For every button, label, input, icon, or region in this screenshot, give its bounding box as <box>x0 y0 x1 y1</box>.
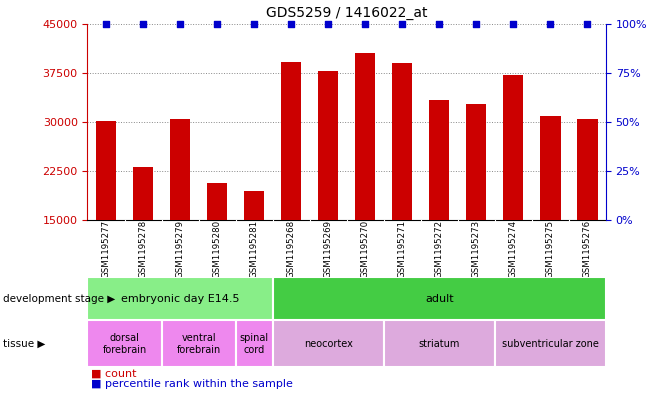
Point <box>212 20 222 27</box>
Point <box>508 20 518 27</box>
Bar <box>503 75 524 220</box>
Bar <box>281 62 301 220</box>
Bar <box>87 320 161 367</box>
Text: GSM1195273: GSM1195273 <box>472 220 481 277</box>
Text: subventricular zone: subventricular zone <box>502 339 599 349</box>
Text: striatum: striatum <box>419 339 460 349</box>
Bar <box>236 320 273 367</box>
Point <box>360 20 371 27</box>
Bar <box>87 277 273 320</box>
Text: GSM1195277: GSM1195277 <box>102 220 111 277</box>
Bar <box>540 116 561 220</box>
Point <box>175 20 185 27</box>
Bar <box>96 121 116 220</box>
Text: adult: adult <box>425 294 454 304</box>
Bar <box>273 277 606 320</box>
Point <box>545 20 555 27</box>
Point <box>101 20 111 27</box>
Bar <box>429 100 450 220</box>
Text: neocortex: neocortex <box>304 339 353 349</box>
Bar <box>495 320 606 367</box>
Point <box>286 20 296 27</box>
Text: GSM1195274: GSM1195274 <box>509 220 518 277</box>
Bar <box>577 119 597 220</box>
Text: GSM1195276: GSM1195276 <box>583 220 592 277</box>
Text: tissue ▶: tissue ▶ <box>3 339 45 349</box>
Text: GSM1195269: GSM1195269 <box>323 220 332 277</box>
Bar <box>355 53 375 220</box>
Point <box>249 20 259 27</box>
Bar <box>466 104 487 220</box>
Point <box>471 20 481 27</box>
Bar <box>207 183 227 220</box>
Point <box>323 20 333 27</box>
Text: embryonic day E14.5: embryonic day E14.5 <box>121 294 239 304</box>
Bar <box>244 191 264 220</box>
Point <box>434 20 445 27</box>
Text: GSM1195272: GSM1195272 <box>435 220 444 277</box>
Text: GSM1195281: GSM1195281 <box>249 220 259 277</box>
Text: dorsal
forebrain: dorsal forebrain <box>102 333 146 354</box>
Text: GSM1195280: GSM1195280 <box>213 220 222 277</box>
Bar <box>161 320 236 367</box>
Text: GSM1195268: GSM1195268 <box>286 220 295 277</box>
Text: development stage ▶: development stage ▶ <box>3 294 115 304</box>
Text: ventral
forebrain: ventral forebrain <box>176 333 221 354</box>
Bar <box>384 320 495 367</box>
Point <box>397 20 408 27</box>
Bar <box>318 72 338 220</box>
Point <box>138 20 148 27</box>
Bar <box>392 63 412 220</box>
Text: GSM1195275: GSM1195275 <box>546 220 555 277</box>
Text: ■ count: ■ count <box>91 368 136 378</box>
Text: GSM1195279: GSM1195279 <box>176 220 185 277</box>
Point <box>582 20 592 27</box>
Bar <box>133 167 153 220</box>
Text: ■ percentile rank within the sample: ■ percentile rank within the sample <box>91 379 293 389</box>
Text: GSM1195278: GSM1195278 <box>139 220 148 277</box>
Text: spinal
cord: spinal cord <box>240 333 269 354</box>
Text: GSM1195270: GSM1195270 <box>361 220 370 277</box>
Bar <box>273 320 384 367</box>
Title: GDS5259 / 1416022_at: GDS5259 / 1416022_at <box>266 6 428 20</box>
Bar <box>170 119 191 220</box>
Text: GSM1195271: GSM1195271 <box>398 220 407 277</box>
